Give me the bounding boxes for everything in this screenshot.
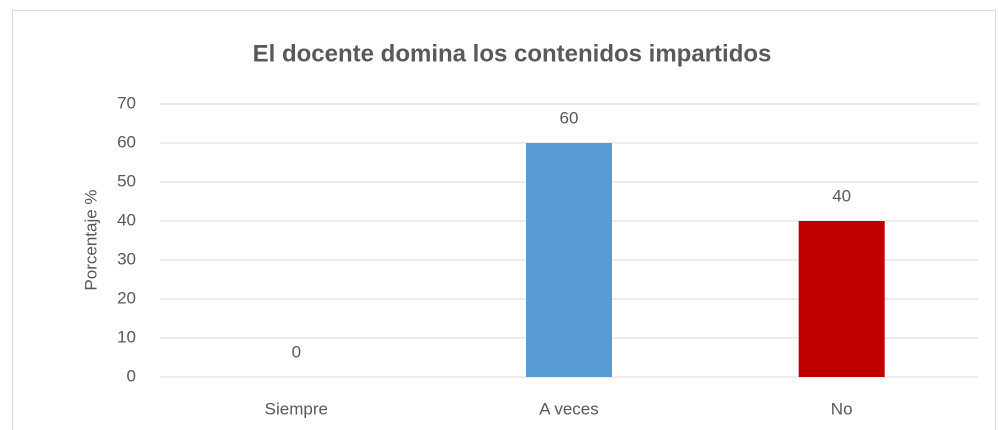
x-tick-label: No (831, 399, 853, 418)
chart-title: El docente domina los contenidos imparti… (253, 40, 772, 67)
y-tick-label: 50 (117, 171, 136, 190)
data-label: 40 (832, 186, 851, 205)
y-tick-label: 10 (117, 327, 136, 346)
y-axis-label: Porcentaje % (81, 189, 100, 290)
y-tick-label: 70 (117, 93, 136, 112)
data-label: 0 (292, 342, 301, 361)
data-label: 60 (560, 108, 579, 127)
x-tick-label: A veces (539, 399, 599, 418)
y-tick-label: 40 (117, 210, 136, 229)
bar (526, 143, 612, 377)
bar (798, 221, 885, 377)
y-tick-label: 60 (117, 132, 136, 151)
y-tick-label: 0 (127, 366, 136, 385)
y-tick-label: 20 (117, 288, 136, 307)
y-tick-label: 30 (117, 249, 136, 268)
x-tick-label: Siempre (265, 399, 328, 418)
